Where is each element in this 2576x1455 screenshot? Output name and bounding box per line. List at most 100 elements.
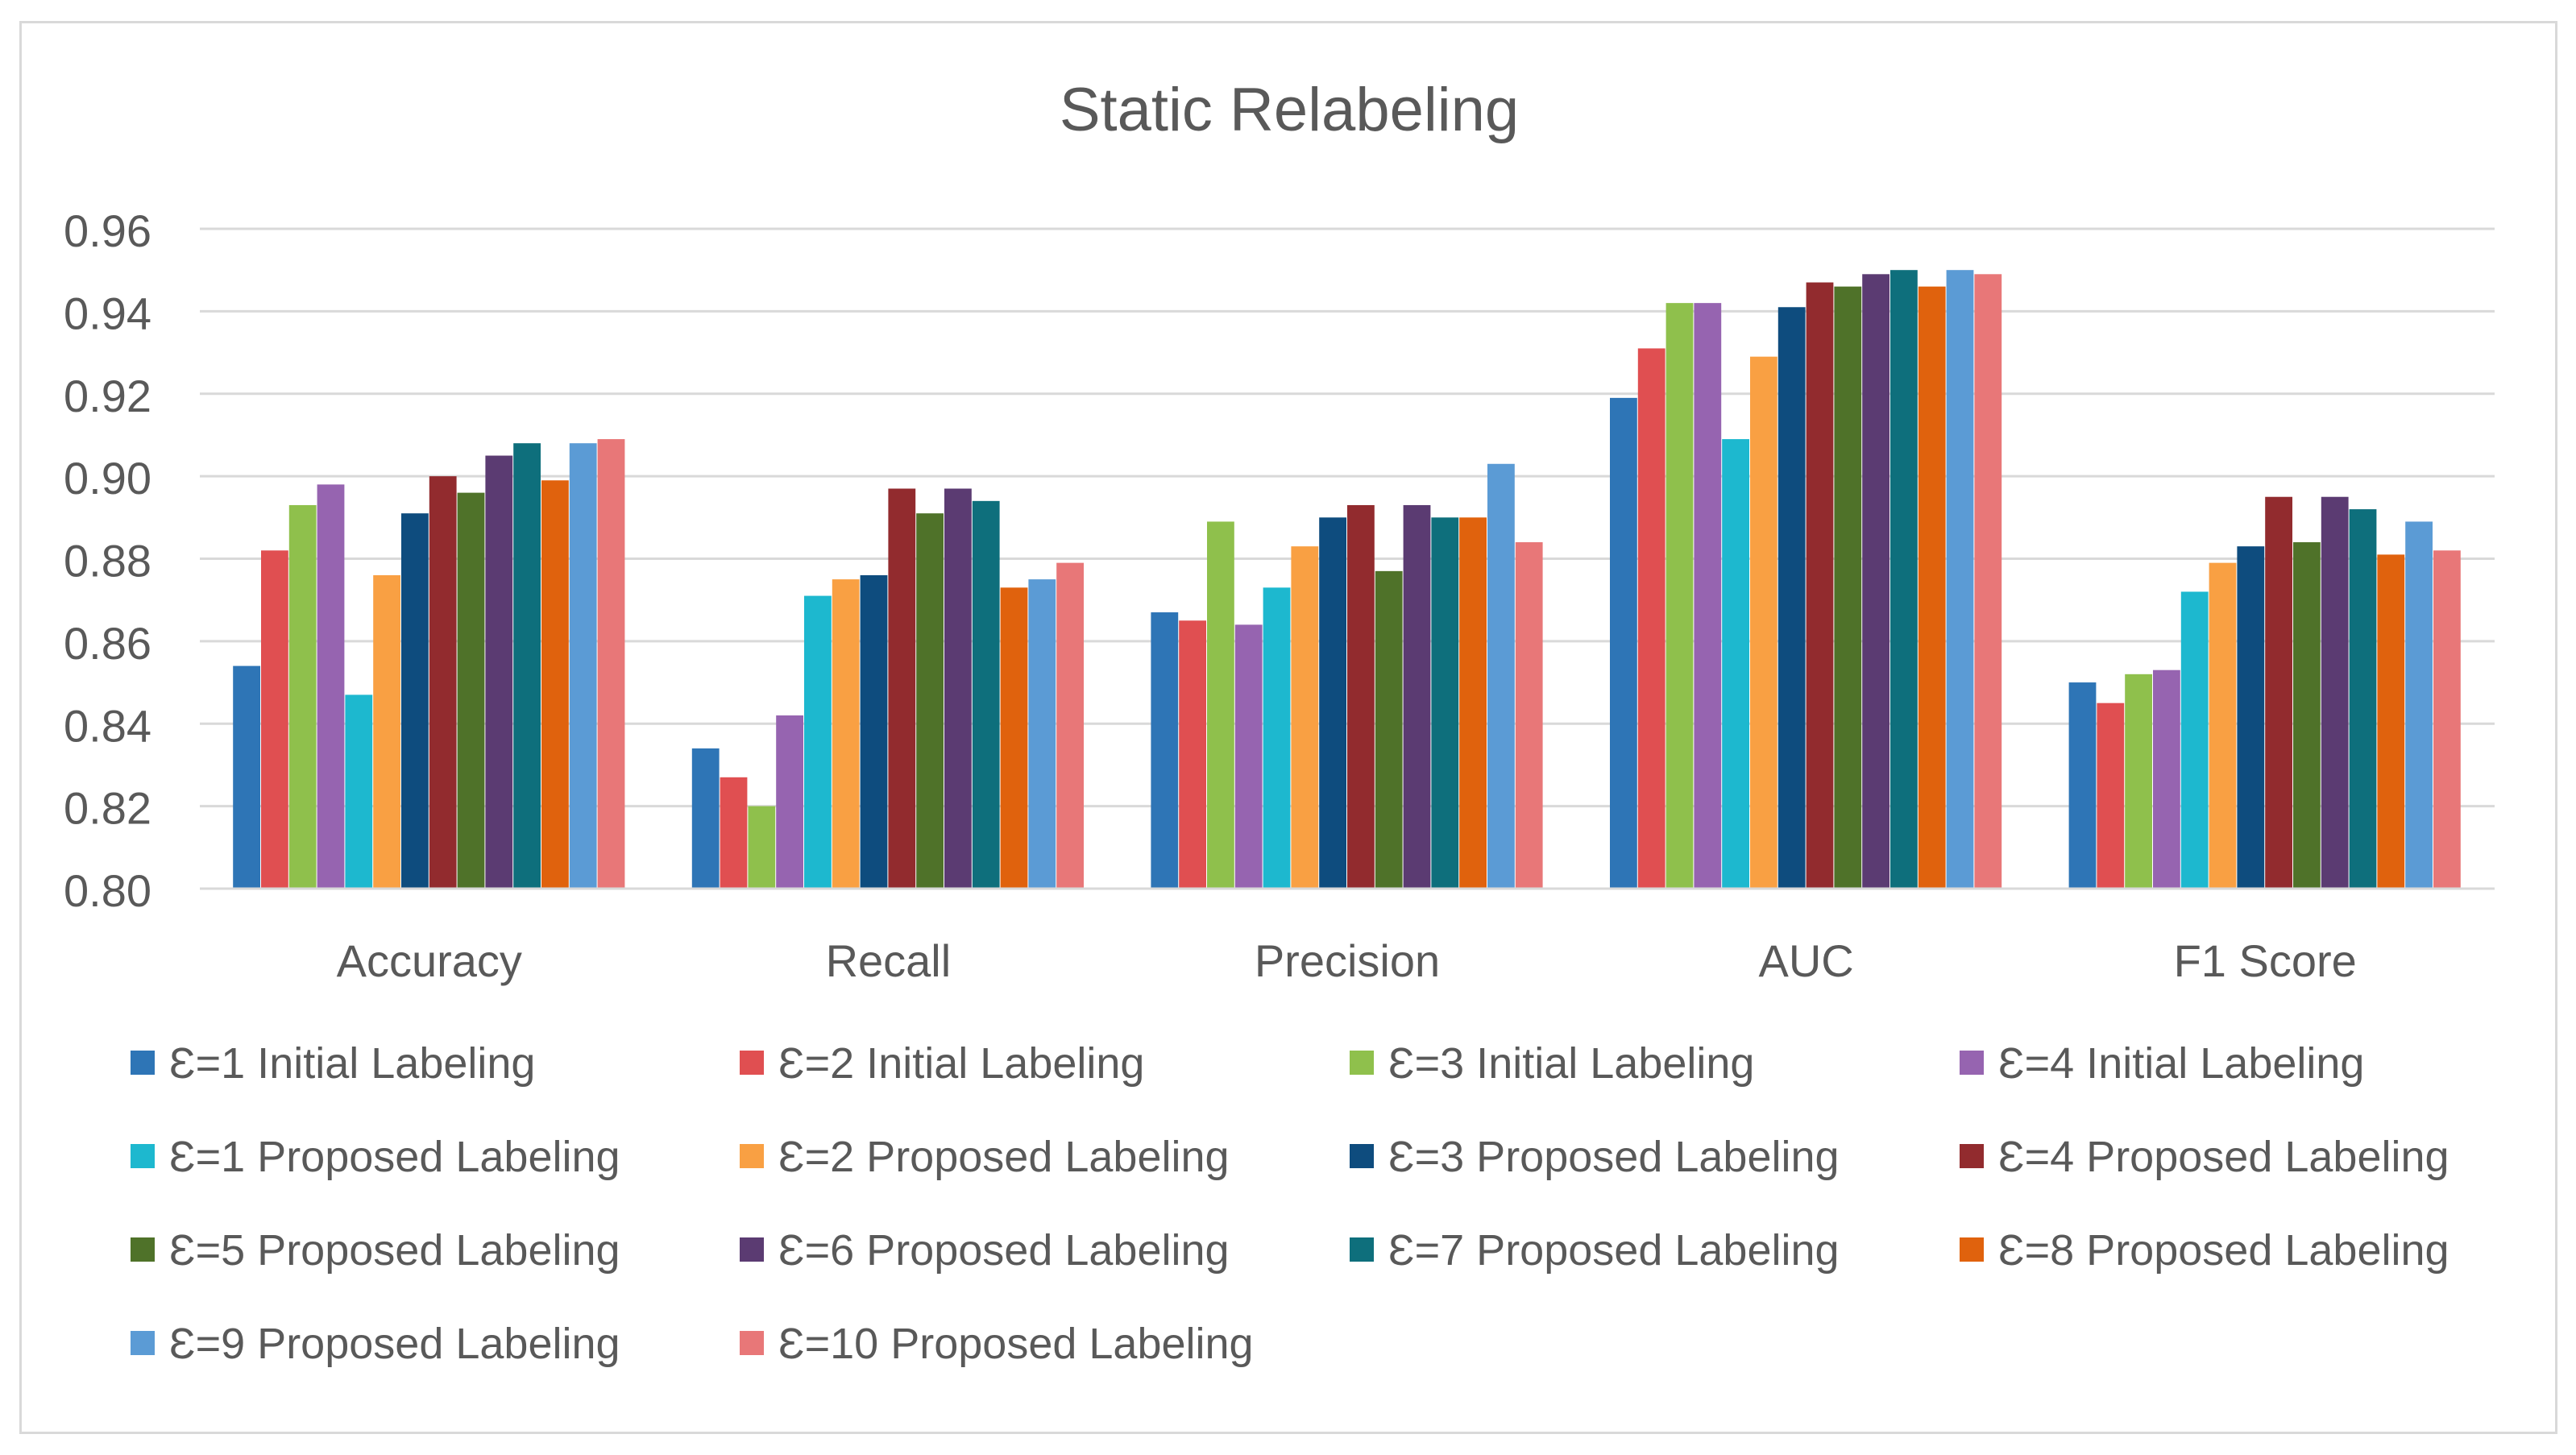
bar bbox=[2265, 496, 2292, 889]
bar bbox=[1918, 286, 1946, 889]
legend-label: Ɛ=4 Initial Labeling bbox=[1998, 1039, 2364, 1088]
legend-label: Ɛ=5 Proposed Labeling bbox=[169, 1226, 620, 1275]
legend-swatch bbox=[1350, 1237, 1374, 1262]
bar bbox=[1151, 612, 1179, 889]
y-tick-label: 0.84 bbox=[64, 700, 151, 751]
legend-swatch bbox=[131, 1051, 155, 1075]
legend-swatch bbox=[1960, 1051, 1984, 1075]
bar bbox=[2433, 550, 2461, 889]
bar bbox=[1777, 307, 1806, 889]
y-tick-label: 0.90 bbox=[64, 453, 151, 504]
bar bbox=[288, 504, 317, 889]
legend-label: Ɛ=10 Proposed Labeling bbox=[778, 1320, 1254, 1368]
bar bbox=[1207, 521, 1234, 889]
bar bbox=[1319, 517, 1346, 889]
y-tick-label: 0.86 bbox=[64, 618, 151, 669]
y-tick-label: 0.96 bbox=[64, 205, 151, 256]
legend-label: Ɛ=1 Initial Labeling bbox=[169, 1039, 535, 1088]
bar bbox=[541, 480, 569, 889]
x-tick-label: F1 Score bbox=[2174, 935, 2357, 986]
bar bbox=[569, 443, 597, 889]
bar bbox=[1834, 286, 1862, 889]
bar bbox=[972, 500, 1000, 889]
bar bbox=[485, 455, 513, 889]
bar bbox=[776, 715, 803, 889]
y-tick-label: 0.82 bbox=[64, 783, 151, 834]
bar bbox=[1637, 348, 1665, 889]
bar bbox=[720, 777, 748, 889]
bar bbox=[2405, 521, 2433, 889]
bar bbox=[1000, 587, 1028, 889]
bar bbox=[317, 484, 345, 889]
bar bbox=[429, 476, 457, 889]
bar bbox=[1291, 546, 1319, 889]
y-tick-label: 0.92 bbox=[64, 371, 151, 421]
bar bbox=[1806, 282, 1834, 889]
legend-label: Ɛ=2 Initial Labeling bbox=[778, 1039, 1144, 1088]
legend-label: Ɛ=3 Proposed Labeling bbox=[1388, 1133, 1840, 1181]
bar bbox=[1665, 303, 1694, 889]
bar bbox=[2349, 509, 2377, 889]
y-tick-label: 0.88 bbox=[64, 536, 151, 587]
x-tick-label: AUC bbox=[1758, 935, 1853, 986]
x-tick-label: Accuracy bbox=[337, 935, 522, 986]
bar bbox=[1694, 303, 1722, 889]
bar bbox=[2377, 554, 2405, 889]
legend-swatch bbox=[740, 1144, 764, 1168]
legend-swatch bbox=[1960, 1237, 1984, 1262]
bar bbox=[2321, 496, 2349, 889]
bar bbox=[2180, 591, 2209, 889]
legend-label: Ɛ=2 Proposed Labeling bbox=[778, 1133, 1230, 1181]
bar bbox=[1403, 504, 1431, 889]
bar bbox=[1610, 397, 1637, 889]
bar bbox=[2293, 542, 2321, 889]
bar bbox=[401, 513, 429, 889]
bar bbox=[345, 694, 373, 889]
bar bbox=[1347, 504, 1375, 889]
bar bbox=[373, 574, 400, 889]
bar bbox=[597, 439, 625, 889]
bar bbox=[1946, 270, 1974, 889]
bar bbox=[1862, 274, 1889, 889]
legend-swatch bbox=[131, 1237, 155, 1262]
bar bbox=[748, 806, 776, 889]
legend-swatch bbox=[131, 1331, 155, 1355]
bar bbox=[944, 488, 972, 889]
legend-label: Ɛ=7 Proposed Labeling bbox=[1388, 1226, 1840, 1275]
bar bbox=[2153, 669, 2180, 889]
bar bbox=[860, 574, 888, 889]
bar bbox=[1431, 517, 1459, 889]
bar bbox=[1459, 517, 1487, 889]
bar bbox=[1028, 579, 1056, 889]
bar bbox=[261, 550, 288, 889]
legend-swatch bbox=[131, 1144, 155, 1168]
legend-swatch bbox=[740, 1331, 764, 1355]
bar bbox=[1515, 542, 1543, 889]
legend-swatch bbox=[740, 1051, 764, 1075]
legend-swatch bbox=[1960, 1144, 1984, 1168]
bar bbox=[2125, 674, 2152, 889]
bar bbox=[916, 513, 944, 889]
bar bbox=[1750, 356, 1777, 889]
x-axis: Accuracy Recall Precision AUC F1 Score bbox=[200, 887, 2495, 986]
legend-label: Ɛ=4 Proposed Labeling bbox=[1998, 1133, 2449, 1181]
chart-title: Static Relabeling bbox=[1060, 76, 1519, 144]
bars bbox=[233, 270, 2461, 889]
bar bbox=[457, 492, 485, 889]
y-axis-ticks: 0.80 0.82 0.84 0.86 0.88 0.90 0.92 0.94 0.96 bbox=[64, 205, 151, 916]
legend-swatch bbox=[1350, 1051, 1374, 1075]
bar bbox=[832, 579, 860, 889]
bar bbox=[888, 488, 916, 889]
bar bbox=[691, 748, 720, 889]
bar bbox=[1974, 274, 2002, 889]
bar bbox=[1263, 587, 1291, 889]
bar bbox=[2097, 703, 2125, 889]
x-tick-label: Precision bbox=[1255, 935, 1440, 986]
bar bbox=[1056, 562, 1084, 889]
bar bbox=[233, 665, 260, 889]
bar bbox=[2068, 682, 2097, 889]
bar bbox=[2237, 546, 2265, 889]
legend-label: Ɛ=6 Proposed Labeling bbox=[778, 1226, 1230, 1275]
bar bbox=[1487, 463, 1515, 889]
